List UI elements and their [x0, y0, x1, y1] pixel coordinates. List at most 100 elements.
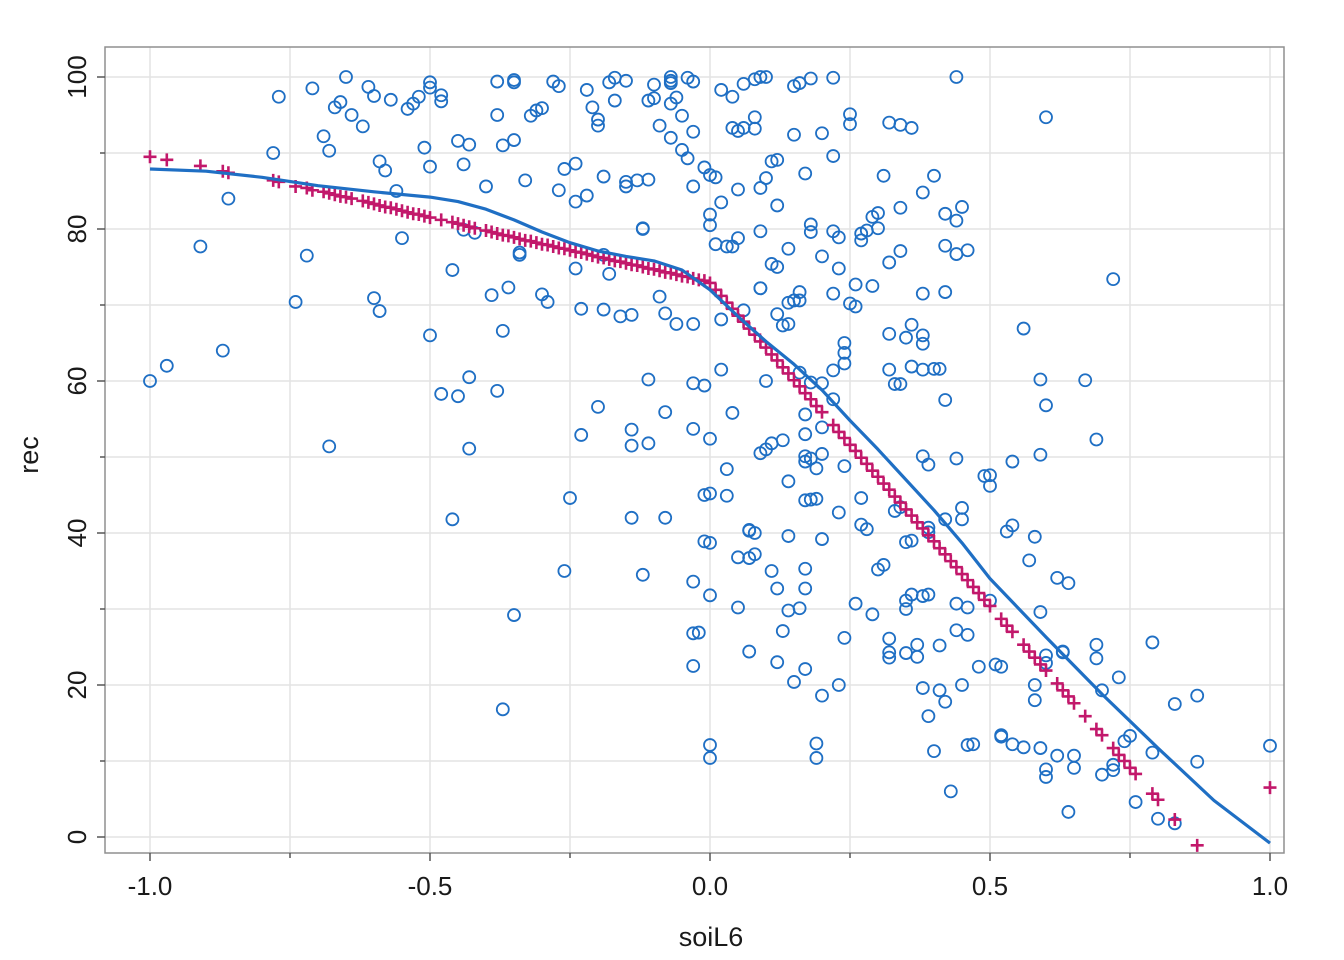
data-point — [691, 625, 706, 640]
data-point — [731, 231, 745, 246]
data-point — [1145, 635, 1160, 650]
data-point — [215, 343, 230, 358]
data-point — [994, 729, 1009, 744]
data-point — [915, 328, 930, 343]
data-point — [882, 645, 897, 660]
fitted-marker — [916, 521, 930, 535]
data-point — [770, 260, 785, 274]
data-point — [714, 312, 729, 327]
data-point — [960, 243, 975, 258]
data-point — [417, 140, 432, 155]
data-point — [411, 89, 426, 104]
data-point — [367, 89, 381, 103]
data-point — [848, 277, 863, 292]
data-point — [423, 328, 437, 343]
data-point — [658, 306, 673, 321]
data-point — [658, 510, 673, 525]
data-point — [899, 602, 913, 616]
data-point — [803, 492, 818, 507]
data-point — [1033, 372, 1048, 387]
x-tick-label: 0.0 — [692, 871, 728, 901]
data-point — [479, 179, 493, 194]
fitted-marker — [1151, 793, 1165, 807]
data-point — [221, 191, 236, 206]
data-point — [333, 95, 348, 109]
fitted-marker — [1129, 767, 1143, 781]
data-point — [686, 317, 701, 331]
data-point — [344, 108, 359, 122]
data-point — [915, 362, 930, 377]
data-point — [781, 241, 796, 256]
data-point — [921, 709, 936, 724]
data-point — [815, 249, 829, 264]
data-point — [462, 137, 477, 152]
data-point — [815, 532, 829, 546]
fitted-marker — [1028, 651, 1042, 665]
data-point — [462, 441, 477, 456]
data-point — [899, 646, 913, 660]
fitted-marker — [434, 213, 448, 227]
fitted-marker — [143, 150, 157, 164]
data-point — [826, 392, 841, 407]
data-point — [159, 358, 174, 373]
data-point — [490, 74, 505, 89]
data-point — [725, 406, 740, 420]
data-point — [585, 100, 600, 115]
data-point — [859, 522, 874, 537]
y-tick-label: 60 — [62, 367, 92, 396]
data-point — [322, 143, 337, 158]
data-point — [815, 688, 829, 703]
data-point — [1190, 688, 1205, 703]
data-point — [591, 399, 605, 414]
data-point — [1039, 648, 1053, 663]
data-point — [798, 662, 813, 676]
data-point — [456, 157, 471, 172]
data-point — [915, 589, 930, 603]
data-point — [372, 304, 387, 318]
data-point — [669, 90, 684, 105]
data-point — [703, 218, 717, 233]
data-point — [775, 624, 790, 638]
data-point — [423, 75, 437, 90]
data-point — [938, 694, 953, 709]
data-point — [770, 307, 785, 322]
fitted-marker — [860, 457, 874, 471]
data-point — [865, 607, 880, 622]
data-point — [843, 117, 857, 132]
data-point — [596, 169, 611, 184]
data-point — [299, 248, 314, 263]
x-tick-label: 0.5 — [972, 871, 1008, 901]
data-point — [551, 183, 566, 198]
data-point — [1106, 272, 1121, 287]
fitted-marker — [1117, 754, 1131, 768]
y-axis-title: rec — [14, 436, 44, 474]
data-point — [803, 71, 818, 86]
data-point — [747, 526, 762, 540]
fitted-marker — [927, 534, 941, 548]
data-point — [837, 345, 852, 360]
data-point — [837, 356, 852, 371]
fitted-marker — [1061, 689, 1075, 703]
data-point — [1016, 740, 1031, 755]
data-point — [641, 372, 656, 387]
data-point — [759, 374, 773, 388]
data-point — [938, 206, 953, 221]
data-point — [809, 736, 824, 751]
data-point — [938, 393, 953, 407]
data-point — [669, 317, 684, 331]
data-point — [339, 70, 353, 84]
fitted-marker — [1067, 696, 1081, 710]
data-point — [462, 370, 477, 385]
data-point — [316, 129, 331, 144]
data-point — [697, 378, 712, 393]
data-point — [882, 650, 897, 665]
data-point — [815, 447, 829, 461]
data-point — [383, 92, 398, 107]
data-point — [686, 376, 701, 391]
data-point — [1111, 670, 1126, 685]
data-point — [1095, 767, 1109, 782]
data-point — [932, 638, 947, 653]
data-point — [809, 751, 824, 765]
fitted-marker — [793, 379, 807, 393]
data-point — [266, 146, 281, 160]
